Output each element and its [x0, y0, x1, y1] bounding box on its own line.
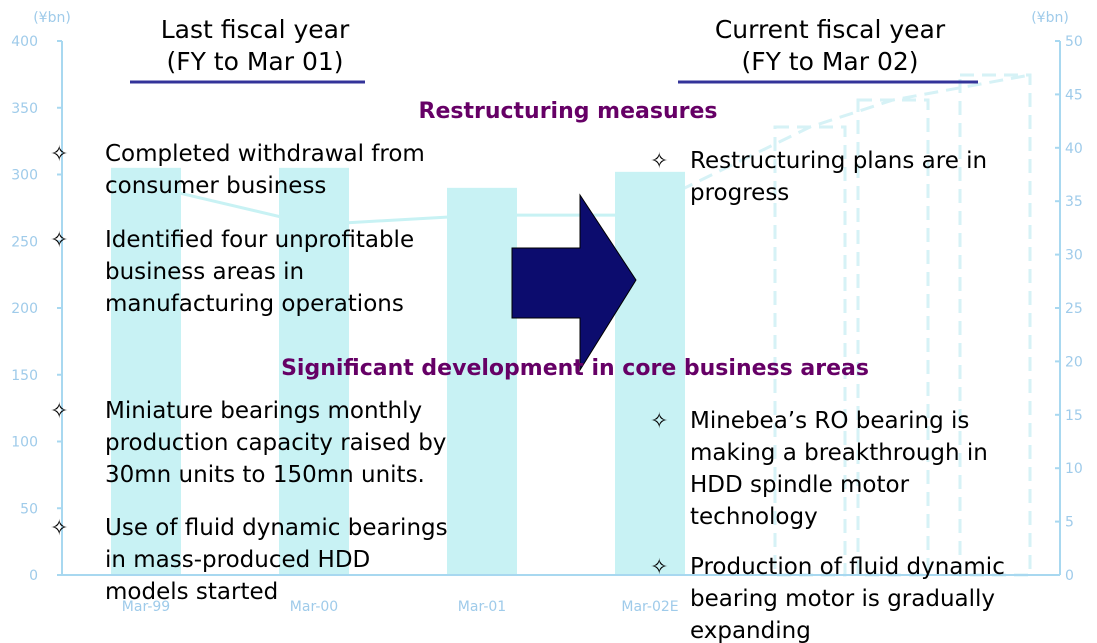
- bullet-star: ✧: [650, 409, 668, 434]
- heading: (FY to Mar 01): [166, 47, 343, 76]
- bullet-text: 30mn units to 150mn units.: [105, 462, 425, 488]
- y2-tick-label: 20: [1065, 354, 1083, 370]
- bullet-text: business areas in: [105, 259, 304, 285]
- y-tick-label: 250: [11, 234, 38, 250]
- bullet-text: production capacity raised by: [105, 430, 446, 456]
- background-chart: 0 50 100 150 200 250 300 350 400 0 5 10 15 20 25 30 35 40…: [11, 10, 1083, 615]
- bullet-text: HDD spindle motor: [690, 472, 910, 498]
- y-tick-label: 0: [29, 568, 38, 584]
- y-tick-label: 400: [11, 34, 38, 50]
- y2-tick-label: 5: [1065, 515, 1074, 531]
- bullet-text: expanding: [690, 618, 811, 643]
- bullet-text: Miniature bearings monthly: [105, 398, 422, 424]
- x-tick-label: Mar-99: [122, 599, 170, 615]
- text-layer: Last fiscal year (FY to Mar 01) Current fi…: [50, 15, 1005, 643]
- bullet-text: Identified four unprofitable: [105, 227, 414, 253]
- bullet-text: progress: [690, 180, 789, 206]
- x-tick-label: Mar-02E: [621, 599, 678, 615]
- y2-tick-label: 45: [1065, 87, 1083, 103]
- bullet-text: models started: [105, 579, 278, 605]
- x-tick-label: Mar-00: [290, 599, 338, 615]
- bullet-text: Minebea’s RO bearing is: [690, 408, 969, 434]
- bullet-star: ✧: [50, 516, 68, 541]
- y-tick-label: 150: [11, 368, 38, 384]
- y2-tick-label: 25: [1065, 301, 1083, 317]
- x-tick-label: Mar-01: [458, 599, 506, 615]
- bullet-text: Use of fluid dynamic bearings: [105, 515, 448, 541]
- y-tick-label: 300: [11, 168, 38, 184]
- bullet-star: ✧: [650, 149, 668, 174]
- heading: Last fiscal year: [161, 15, 350, 44]
- bullet-text: Production of fluid dynamic: [690, 554, 1005, 580]
- y-tick-label: 350: [11, 101, 38, 117]
- y-tick-label: 200: [11, 301, 38, 317]
- y2-tick-label: 10: [1065, 461, 1083, 477]
- bar: [447, 187, 517, 575]
- bullet-star: ✧: [50, 228, 68, 253]
- y2-unit: (¥bn): [1031, 10, 1069, 26]
- bullet-star: ✧: [50, 142, 68, 167]
- y2-tick-label: 50: [1065, 34, 1083, 50]
- bullet-text: consumer business: [105, 173, 326, 199]
- y-unit: (¥bn): [33, 10, 71, 26]
- arrow: [511, 193, 637, 372]
- y2-tick-label: 15: [1065, 408, 1083, 424]
- bullet-text: making a breakthrough in: [690, 440, 988, 466]
- y2-tick-label: 30: [1065, 248, 1083, 264]
- section-title: Restructuring measures: [419, 99, 718, 124]
- section-title: Significant development in core business…: [281, 356, 869, 381]
- bar: [615, 171, 685, 575]
- y2-tick-label: 0: [1065, 568, 1074, 584]
- bar: [279, 167, 349, 575]
- bullet-text: bearing motor is gradually: [690, 586, 995, 612]
- y-tick-label: 50: [20, 501, 38, 517]
- y2-tick-label: 35: [1065, 194, 1083, 210]
- bar: [111, 167, 181, 575]
- bullet-text: in mass-produced HDD: [105, 547, 370, 573]
- line: [145, 183, 650, 227]
- bullet-star: ✧: [650, 555, 668, 580]
- y2-tick-label: 40: [1065, 141, 1083, 157]
- heading: (FY to Mar 02): [741, 47, 918, 76]
- bullet-text: technology: [690, 504, 818, 530]
- dashed-line: [659, 73, 1031, 202]
- bullet-star: ✧: [50, 399, 68, 424]
- bullet-text: Restructuring plans are in: [690, 148, 987, 174]
- heading: Current fiscal year: [715, 15, 946, 44]
- bullet-text: manufacturing operations: [105, 291, 404, 317]
- bullet-text: Completed withdrawal from: [105, 141, 425, 167]
- y-tick-label: 100: [11, 435, 38, 451]
